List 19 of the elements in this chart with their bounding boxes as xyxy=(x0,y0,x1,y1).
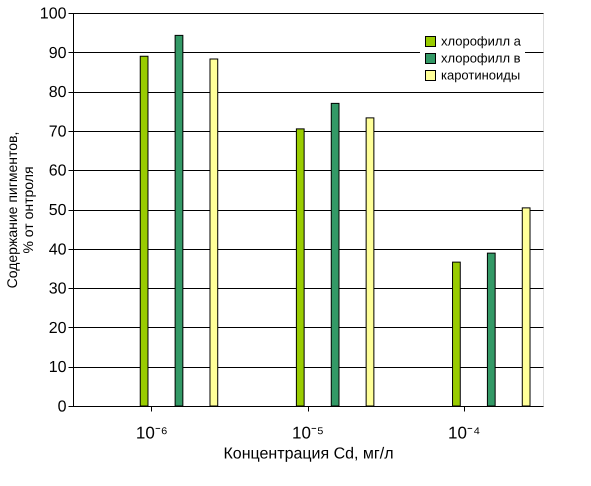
y-tick-label: 70 xyxy=(48,123,67,140)
y-axis-title: Содержание пигментов, % от онтроля xyxy=(4,132,36,288)
y-tick-label: 0 xyxy=(58,398,67,416)
y-tick-label: 90 xyxy=(48,44,67,62)
x-axis-title: Концентрация Cd, мг/л xyxy=(223,446,394,462)
legend-label: каротиноиды xyxy=(441,68,520,82)
y-tick-label: 50 xyxy=(48,202,67,219)
x-tick-label: 10⁻⁵ xyxy=(292,424,324,442)
y-tick-label: 30 xyxy=(48,280,67,298)
y-tick-label: 100 xyxy=(40,6,67,22)
y-tick-label: 20 xyxy=(48,320,67,337)
y-tick-label: 40 xyxy=(48,241,67,258)
y-tick-label: 80 xyxy=(48,84,67,102)
y-tick-label: 60 xyxy=(48,162,67,180)
legend-label: хлорофилл в xyxy=(441,50,521,66)
x-tick-label: 10⁻⁴ xyxy=(448,424,480,442)
y-tick-label: 10 xyxy=(48,359,67,376)
x-tick-label: 10⁻⁶ xyxy=(136,424,168,442)
legend-label: хлорофилл а xyxy=(441,34,522,48)
